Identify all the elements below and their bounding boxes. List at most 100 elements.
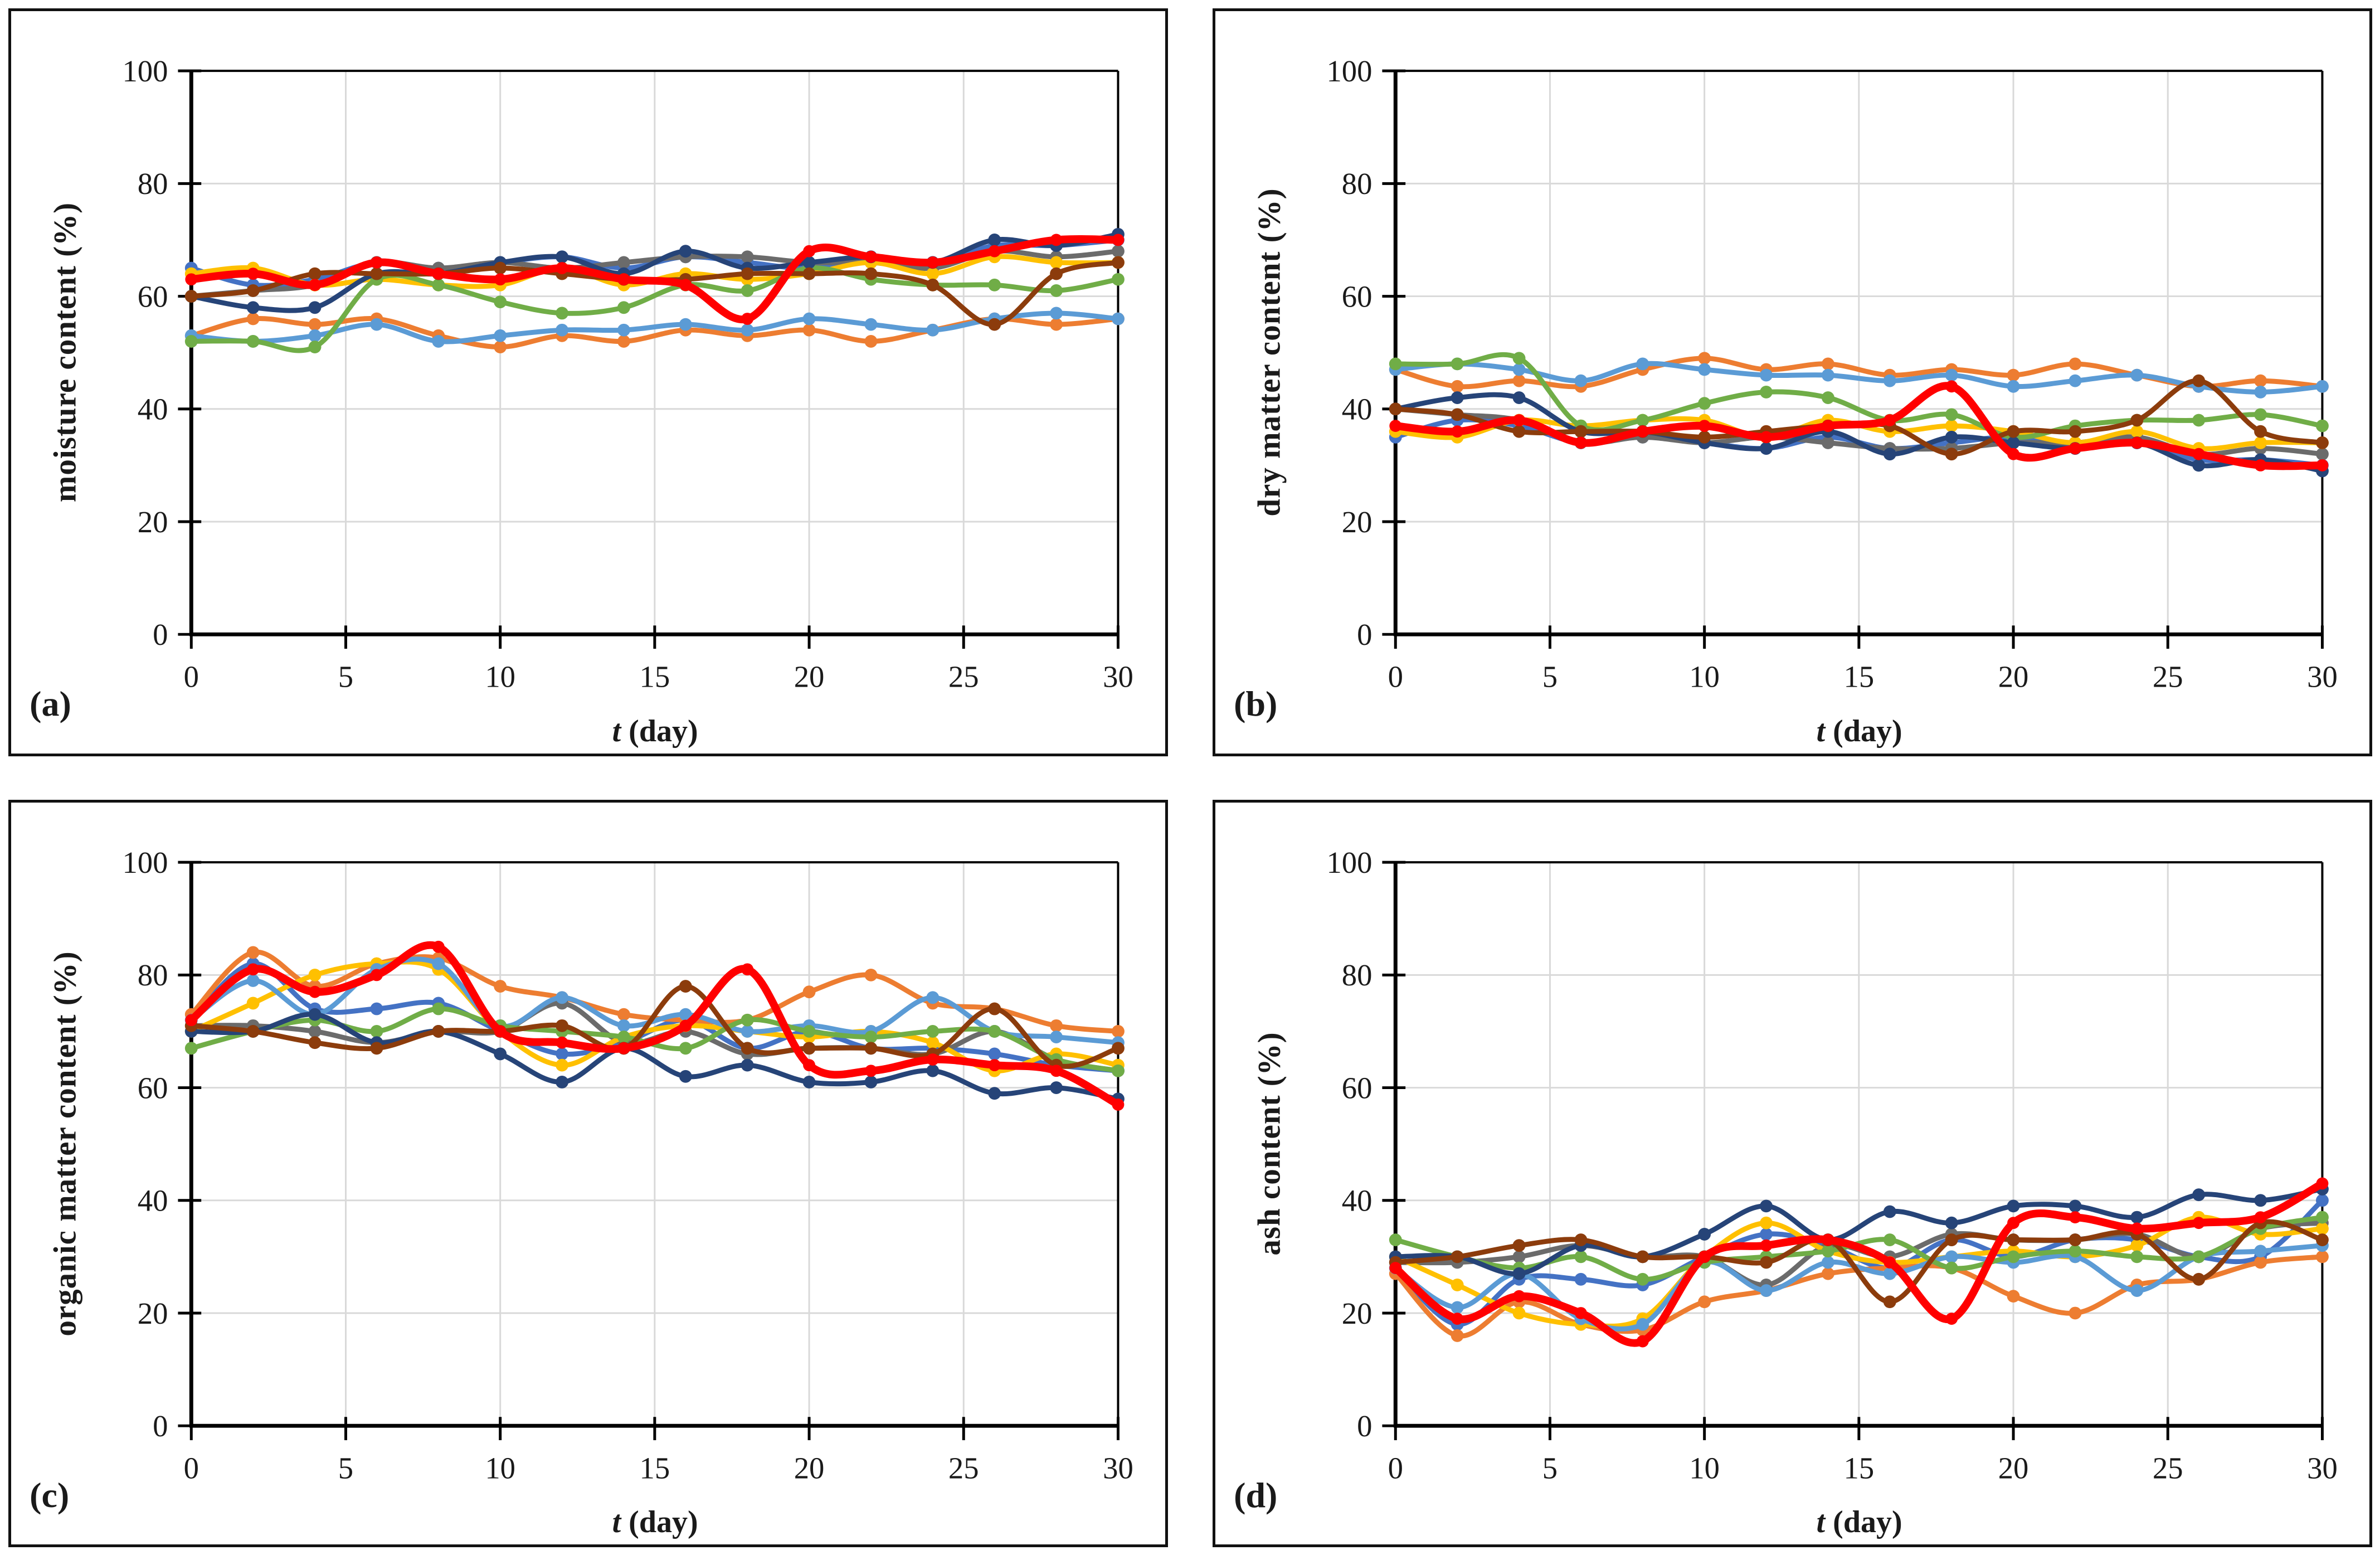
data-point-red <box>617 1042 630 1055</box>
data-point-brown <box>2007 1233 2020 1246</box>
data-point-dark-blue <box>556 1075 568 1088</box>
data-point-light-blue <box>432 957 445 970</box>
data-point-brown <box>864 1041 878 1055</box>
series-line-green <box>1393 352 2325 440</box>
chart-a-canvas: 0 20 40 60 80 100 0 5 10 15 20 25 30 <box>122 54 1133 693</box>
x-axis-unit: (day) <box>629 713 698 749</box>
data-point-light-blue <box>679 318 692 331</box>
data-point-red <box>494 1025 507 1037</box>
data-point-red <box>1822 1233 1834 1246</box>
data-point-brown <box>1574 1233 1588 1246</box>
data-point-brown <box>1389 402 1402 416</box>
series-line-red <box>187 235 1122 324</box>
data-point-light-blue <box>926 323 940 337</box>
y-tick-label: 100 <box>122 54 168 88</box>
data-point-orange <box>617 335 630 348</box>
data-point-light-blue <box>494 329 507 342</box>
data-point-green <box>741 284 754 297</box>
data-point-red <box>370 968 383 981</box>
data-point-light-blue <box>1821 1256 1834 1269</box>
x-tick-label: 20 <box>1998 660 2029 694</box>
data-point-brown <box>1698 430 1711 444</box>
data-point-orange <box>2254 374 2267 387</box>
data-point-gold <box>2130 1238 2144 1252</box>
panel-label-b: (b) <box>1234 684 1278 724</box>
y-tick-label: 80 <box>138 958 168 992</box>
data-point-orange <box>2068 1306 2082 1319</box>
panel-b: 0 20 40 60 80 100 0 5 10 15 20 25 30 dry matter cont… <box>1213 8 2372 756</box>
data-point-brown <box>2130 414 2144 427</box>
data-point-red <box>1050 1064 1063 1077</box>
data-point-red <box>1945 380 1958 393</box>
data-point-green <box>308 341 322 353</box>
data-point-brown <box>184 290 198 303</box>
data-point-red <box>1883 1256 1896 1269</box>
data-point-green <box>1698 397 1711 410</box>
data-point-green <box>2068 1244 2082 1257</box>
series-line-dark-blue <box>1393 392 2325 474</box>
data-point-orange <box>2068 357 2082 371</box>
y-tick-label: 40 <box>138 392 168 426</box>
data-point-red <box>1945 1312 1958 1325</box>
data-point-red <box>1574 1306 1587 1319</box>
data-point-brown <box>2192 1272 2206 1286</box>
data-point-orange <box>1821 357 1834 371</box>
data-point-light-blue <box>1050 307 1063 320</box>
data-point-green <box>2130 1250 2144 1263</box>
data-point-brown <box>308 1036 322 1049</box>
data-point-red <box>1574 436 1587 449</box>
data-point-red <box>2130 1222 2143 1235</box>
data-point-brown <box>1945 448 1958 461</box>
data-point-red <box>679 279 692 291</box>
data-point-gold <box>1512 1306 1526 1319</box>
data-point-orange <box>864 968 878 981</box>
data-point-dark-blue <box>802 1075 816 1088</box>
data-point-red <box>1636 425 1649 438</box>
data-point-brown <box>1574 425 1588 438</box>
data-point-light-blue <box>2254 386 2267 399</box>
chart-b-canvas: 0 20 40 60 80 100 0 5 10 15 20 25 30 <box>1326 54 2337 694</box>
y-tick-label: 60 <box>138 1071 168 1105</box>
data-point-orange <box>1050 1019 1063 1032</box>
data-point-green <box>1512 352 1526 365</box>
data-point-brown <box>1945 1233 1958 1246</box>
data-point-light-blue <box>1945 1250 1958 1263</box>
data-point-red <box>803 1058 816 1071</box>
data-point-brown <box>308 267 322 280</box>
data-point-red <box>432 940 445 953</box>
data-point-dark-blue <box>1512 1267 1526 1280</box>
data-point-brown <box>370 267 383 280</box>
y-tick-label: 100 <box>122 845 168 879</box>
data-point-green <box>1451 357 1464 371</box>
data-point-red <box>1112 1098 1125 1111</box>
data-point-red <box>2316 459 2329 472</box>
data-point-light-blue <box>617 323 630 337</box>
data-point-green <box>617 1030 630 1043</box>
data-point-gray <box>1112 245 1125 258</box>
x-axis-variable: t <box>1816 1505 1826 1540</box>
x-tick-label: 15 <box>1844 1451 1875 1485</box>
data-point-red <box>1513 414 1525 426</box>
data-point-orange <box>246 946 260 959</box>
data-point-light-blue <box>1574 374 1588 387</box>
data-point-green <box>1945 408 1958 421</box>
data-point-dark-blue <box>308 301 322 314</box>
data-point-light-blue <box>1760 368 1773 382</box>
data-point-red <box>309 985 321 998</box>
data-point-red <box>1112 234 1125 246</box>
y-tick-label: 80 <box>1342 958 1372 992</box>
data-point-brown <box>2068 1233 2082 1246</box>
data-point-green <box>1760 386 1773 399</box>
data-point-red <box>741 963 754 975</box>
data-point-light-blue <box>1698 363 1711 376</box>
data-point-light-blue <box>1636 357 1649 371</box>
y-axis-title: dry matter content (%) <box>1252 188 1287 517</box>
y-tick-label: 20 <box>138 1296 168 1330</box>
panel-a: 0 20 40 60 80 100 0 5 10 15 20 25 30 moisture conten… <box>8 8 1168 756</box>
data-point-blue <box>1574 1272 1588 1286</box>
y-tick-label: 80 <box>138 167 168 201</box>
data-point-brown <box>988 318 1001 331</box>
data-point-red <box>926 256 939 269</box>
data-point-red <box>185 1013 198 1026</box>
data-point-brown <box>494 261 507 275</box>
